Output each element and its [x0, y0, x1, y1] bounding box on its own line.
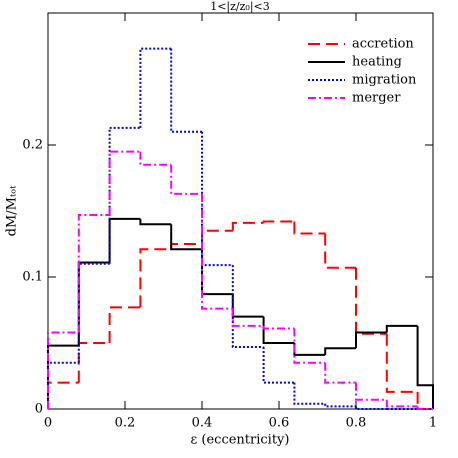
histogram-step: [47, 331, 79, 409]
histogram-step: [385, 324, 418, 333]
x-tick-label: 0.4: [192, 416, 213, 431]
histogram-step: [201, 193, 233, 310]
histogram-step: [262, 316, 295, 344]
x-axis-label: ε (eccentricity): [191, 433, 290, 448]
histogram-step: [108, 150, 141, 215]
legend-label: accretion: [352, 37, 414, 52]
histogram-step: [293, 221, 326, 235]
histogram-step: [293, 328, 326, 364]
histogram-step: [293, 343, 326, 356]
histogram-step: [139, 218, 172, 226]
histogram-step: [231, 294, 264, 318]
chart-title: 1<|z/z₀|<3: [210, 0, 270, 14]
histogram-step: [324, 362, 356, 384]
histogram-step: [416, 391, 433, 410]
legend-label: merger: [352, 91, 401, 106]
histogram-step: [139, 47, 172, 128]
histogram-step: [416, 325, 434, 409]
histogram-step: [416, 406, 433, 410]
histogram-step: [355, 382, 387, 401]
histogram-step: [324, 403, 356, 408]
histogram-step: [170, 48, 202, 133]
histogram-step: [385, 399, 418, 408]
histogram-step: [77, 261, 110, 346]
histogram-step: [47, 381, 79, 409]
y-axis-label: dM/Mₜₒₜ: [5, 185, 20, 237]
histogram-step: [262, 346, 295, 384]
histogram-step: [324, 233, 356, 269]
histogram-step: [355, 267, 387, 335]
histogram-step: [262, 220, 295, 223]
histogram-step: [77, 342, 110, 383]
legend-label: migration: [352, 73, 417, 88]
histogram-step: [201, 131, 233, 267]
y-tick-label: 0.2: [22, 138, 43, 153]
histogram-step: [324, 347, 356, 355]
histogram-step: [170, 224, 202, 251]
histogram-step: [77, 213, 110, 333]
plot-frame: [47, 12, 434, 410]
histogram-step: [262, 325, 295, 330]
x-tick-label: 0: [44, 416, 52, 431]
histogram-step: [385, 333, 418, 393]
histogram-step: [108, 217, 141, 263]
y-tick-label: 0: [35, 402, 43, 417]
histogram-step: [231, 308, 264, 327]
histogram-step: [108, 306, 141, 343]
histogram-step: [201, 229, 233, 244]
x-tick-label: 0.2: [115, 416, 136, 431]
histogram-step: [231, 265, 264, 348]
histogram-step: [170, 164, 202, 195]
histogram-step: [47, 344, 79, 409]
histogram-step: [355, 406, 387, 410]
x-tick-label: 0.6: [269, 416, 290, 431]
histogram-step: [139, 248, 172, 308]
legend-label: heating: [352, 55, 402, 70]
histogram-step: [201, 249, 233, 296]
histogram-step: [355, 331, 387, 349]
histogram-step: [139, 151, 172, 166]
histogram-step: [108, 126, 141, 264]
histogram-step: [77, 262, 110, 363]
histogram-step: [293, 382, 326, 405]
histogram-step: [47, 361, 79, 409]
x-tick-label: 0.8: [346, 416, 367, 431]
y-tick-label: 0.1: [22, 270, 43, 285]
x-tick-label: 1: [429, 416, 437, 431]
histogram-step: [231, 221, 264, 231]
